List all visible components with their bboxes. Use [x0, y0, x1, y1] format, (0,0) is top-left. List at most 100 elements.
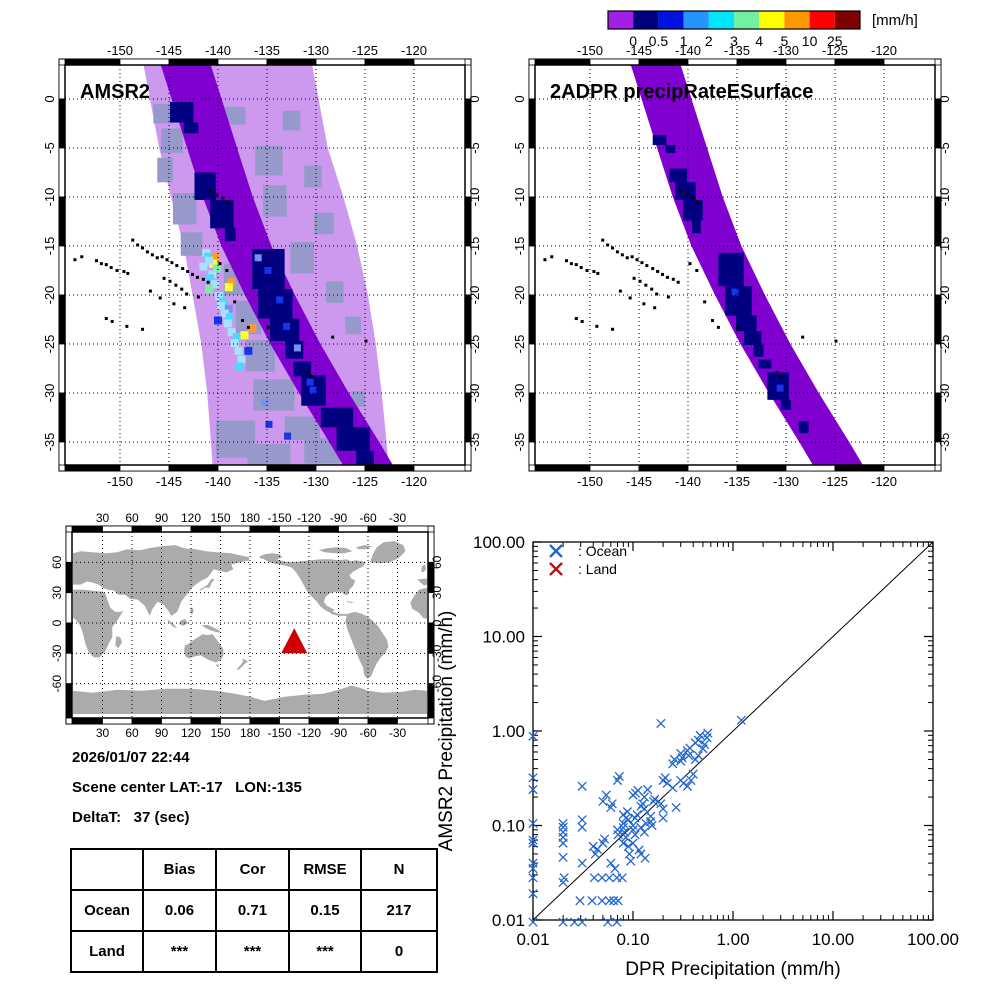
island-speck [615, 250, 619, 254]
island-speck [679, 189, 683, 193]
light-rain-patch [255, 146, 283, 176]
world-lon-tick-label: -30 [389, 511, 407, 525]
island-speck [145, 250, 149, 254]
island-speck [703, 300, 707, 304]
heavy-rain-blob [183, 122, 199, 134]
lon-tick-label: -130 [303, 474, 329, 489]
colorbar-tick-label: 2 [705, 33, 713, 49]
data-point-x-marker [601, 790, 611, 800]
scatter-x-tick-label: 1.00 [716, 930, 749, 949]
light-rain-patch [247, 443, 291, 465]
lat-tick-label: -10 [937, 188, 952, 207]
world-lon-tick-label: -90 [330, 511, 348, 525]
data-point-x-marker [569, 917, 580, 927]
data-point-x-marker [603, 917, 613, 927]
rain-cell [205, 285, 214, 294]
lat-tick-label: 0 [937, 95, 952, 102]
data-point-x-marker [604, 873, 615, 883]
island-speck [218, 262, 222, 266]
island-speck [73, 258, 77, 262]
island-speck [122, 269, 126, 273]
table-header-bias: Bias [142, 848, 217, 891]
world-lat-tick-label: -30 [50, 644, 64, 662]
stats-table: Bias Cor RMSE N Ocean 0.06 0.71 0.15 217… [70, 848, 438, 973]
data-point-x-marker [528, 888, 538, 899]
rain-cell [227, 328, 236, 337]
rain-cell [230, 339, 239, 348]
colorbar-segment [633, 11, 659, 29]
land-bias-value: *** [142, 930, 217, 973]
rain-pixel [776, 384, 784, 392]
heavy-rain-blob [293, 361, 312, 377]
light-rain-patch [253, 379, 295, 411]
lat-tick-label: -35 [467, 433, 482, 452]
colorbar-tick-label: 1 [680, 33, 688, 49]
data-point-x-marker [528, 818, 538, 829]
rain-cell [199, 262, 208, 271]
colorbar-tick-label: 25 [827, 33, 843, 49]
light-rain-patch [172, 193, 197, 225]
lat-tick-label: -5 [512, 142, 527, 154]
data-point-x-marker [558, 818, 568, 829]
island-speck [569, 262, 573, 266]
heavy-rain-blob [669, 168, 688, 183]
lat-tick-label: -30 [467, 384, 482, 403]
rain-cell [220, 309, 229, 318]
ocean-rmse-value: 0.15 [288, 889, 362, 932]
island-speck [266, 325, 270, 329]
island-speck [574, 317, 578, 321]
island-speck [611, 327, 615, 331]
rain-cell [244, 346, 253, 355]
colorbar-tick-label: 0.5 [649, 33, 669, 49]
data-point-x-marker [589, 873, 599, 883]
rain-pixel [254, 254, 262, 262]
lon-tick-label: -135 [724, 474, 750, 489]
island-speck [141, 246, 145, 250]
data-point-x-marker [626, 856, 636, 866]
data-point-x-marker [618, 810, 628, 820]
continent-shape [318, 547, 353, 554]
data-point-x-marker [658, 813, 668, 823]
rain-cell [248, 324, 257, 333]
colorbar-segment [759, 11, 785, 29]
island-speck [711, 318, 714, 322]
continent-shape [417, 578, 427, 586]
island-speck [221, 196, 225, 200]
island-speck [148, 289, 152, 293]
data-point-x-marker [660, 773, 670, 783]
data-point-x-marker [676, 748, 686, 759]
data-point-x-marker [693, 735, 703, 745]
island-speck [233, 300, 237, 304]
island-speck [640, 261, 644, 265]
data-point-x-marker [558, 838, 568, 848]
island-speck [620, 253, 624, 257]
data-point-x-marker [619, 827, 630, 837]
rain-pixel [284, 432, 292, 440]
data-point-x-marker [528, 873, 538, 883]
island-speck [150, 253, 154, 257]
world-lat-tick-label: 30 [50, 586, 64, 600]
lat-tick-label: -35 [42, 433, 57, 452]
world-lat-tick-label: -60 [430, 675, 444, 693]
data-point-x-marker [528, 838, 538, 848]
data-point-x-marker [577, 917, 587, 927]
data-point-x-marker [598, 796, 608, 807]
rain-pixel [293, 344, 301, 352]
table-header-rmse: RMSE [288, 848, 362, 891]
rain-cell [240, 331, 249, 340]
table-header-n: N [360, 848, 438, 891]
amsr2-panel-title: AMSR2 [80, 81, 150, 103]
rain-cell [225, 313, 234, 322]
data-point-x-marker [683, 750, 694, 761]
world-locator-map: 30 30 60 60 90 90 120 120 150 150 180 180 -150 -150 -1… [50, 511, 444, 740]
lon-tick-label: -140 [675, 43, 701, 58]
legend-ocean-label: : Ocean [578, 543, 627, 559]
data-point-x-marker [577, 781, 587, 791]
data-point-x-marker [688, 769, 698, 779]
legend-land-label: : Land [578, 561, 617, 577]
island-speck [165, 258, 169, 262]
continent-shape [259, 553, 283, 561]
continent-shape [421, 564, 426, 573]
world-lat-tick-label: 0 [50, 619, 64, 626]
